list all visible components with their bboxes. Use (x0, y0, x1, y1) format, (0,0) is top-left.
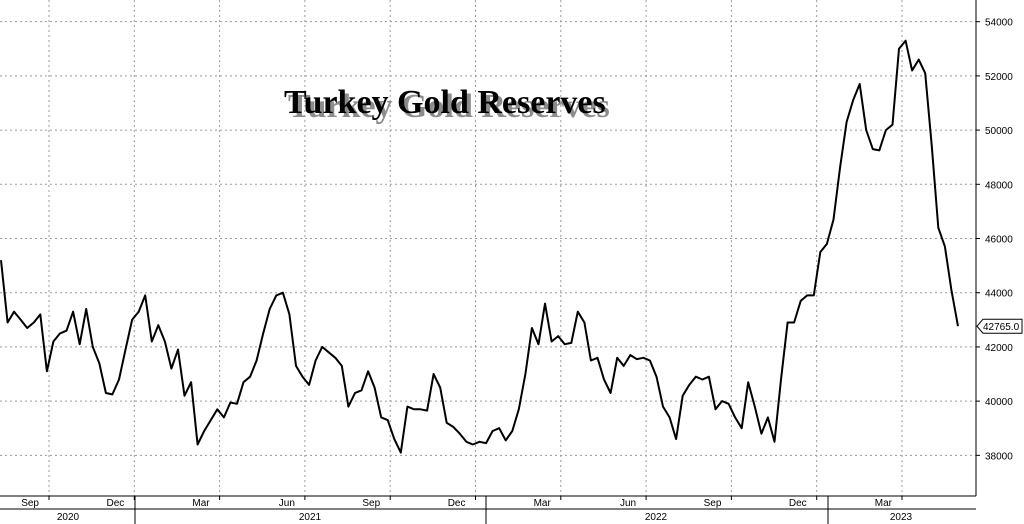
series-line-gold-reserves (0, 39, 959, 454)
y-tick-label: 40000 (985, 397, 1013, 408)
axes (0, 0, 977, 510)
last-value-box (976, 318, 1023, 334)
x-tick-label: Jun (620, 498, 636, 509)
x-tick-labels: Sep Dec Mar Jun Sep Dec Mar Jun Sep Dec Mar (21, 496, 903, 509)
x-tick-label: Mar (875, 498, 893, 509)
year-label: 2023 (890, 512, 913, 523)
chart-title-shadow: Turkey Gold Reserves (288, 88, 610, 125)
last-value-label: 42765.0 (983, 322, 1020, 333)
x-tick-label: Sep (21, 498, 39, 509)
x-tick-label: Mar (192, 498, 210, 509)
y-tick-label: 46000 (985, 235, 1013, 246)
year-label: 2022 (645, 512, 668, 523)
x-tick-label: Jun (279, 498, 295, 509)
y-tick-label: 42000 (985, 343, 1013, 354)
y-tick-label: 50000 (985, 126, 1013, 137)
y-tick-label: 52000 (985, 72, 1013, 83)
y-tick-label: 44000 (985, 289, 1013, 300)
x-tick-label: Dec (789, 498, 807, 509)
x-tick-label: Dec (448, 498, 466, 509)
x-tick-label: Sep (362, 498, 380, 509)
last-value-callout: 42765.0 (976, 318, 1023, 334)
grid-lines (0, 0, 976, 496)
x-tick-label: Dec (107, 498, 125, 509)
x-tick-label: Mar (534, 498, 552, 509)
y-tick-labels: 38000 40000 42000 44000 46000 48000 50000 52000… (976, 18, 1013, 462)
x-tick-label: Sep (704, 498, 722, 509)
y-tick-label: 48000 (985, 180, 1013, 191)
y-tick-label: 54000 (985, 18, 1013, 29)
chart-title: Turkey Gold Reserves Turkey Gold Reserve… (284, 84, 610, 125)
year-label: 2021 (299, 512, 322, 523)
y-tick-label: 38000 (985, 451, 1013, 462)
year-labels: 2020 2021 2022 2023 (57, 496, 913, 524)
year-label: 2020 (57, 512, 80, 523)
chart-title-text: Turkey Gold Reserves (284, 84, 606, 121)
